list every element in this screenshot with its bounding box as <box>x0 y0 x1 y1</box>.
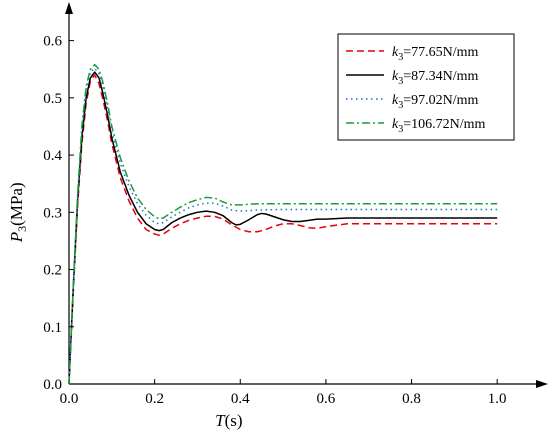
y-tick-label: 0.3 <box>43 205 62 221</box>
x-axis-label-unit: (s) <box>225 411 243 430</box>
legend-label-1: k3=77.65N/mm <box>392 45 479 63</box>
x-axis-label: T(s) <box>215 411 242 430</box>
series-line-1 <box>68 74 498 385</box>
x-axis-label-symbol: T <box>215 411 226 430</box>
legend-label-value: =77.65N/mm <box>403 45 478 60</box>
legend-label-symbol: k <box>392 117 399 132</box>
x-tick-label: 0.2 <box>145 391 164 407</box>
x-tick-label: 0.4 <box>231 391 250 407</box>
legend-label-symbol: k <box>392 69 399 84</box>
axes <box>65 2 548 388</box>
legend-label-2: k3=87.34N/mm <box>392 69 479 87</box>
legend-label-subscript: 3 <box>398 52 403 63</box>
x-tick-label: 0.8 <box>402 391 421 407</box>
y-axis-label-subscript: 3 <box>15 226 29 232</box>
series-line-4 <box>68 63 498 385</box>
y-axis-label-symbol: P <box>7 232 26 243</box>
y-axis-label: P3(MPa) <box>7 182 29 243</box>
y-tick-label: 0.6 <box>43 34 62 50</box>
legend-label-3: k3=97.02N/mm <box>392 93 479 111</box>
y-axis-arrow-icon <box>65 2 73 14</box>
legend-label-value: =97.02N/mm <box>403 93 478 108</box>
legend-label-4: k3=106.72N/mm <box>392 117 486 135</box>
axis-labels: T(s) P3(MPa) <box>7 182 243 430</box>
x-tick-label: 0.0 <box>60 391 79 407</box>
series-line-2 <box>68 71 498 385</box>
x-axis-arrow-icon <box>536 380 548 388</box>
legend: k3=77.65N/mmk3=87.34N/mmk3=97.02N/mmk3=1… <box>337 33 515 141</box>
legend-label-subscript: 3 <box>398 76 403 87</box>
plot-area <box>68 63 498 385</box>
legend-label-value: =87.34N/mm <box>403 69 478 84</box>
y-tick-label: 0.2 <box>43 263 62 279</box>
y-tick-label: 0.0 <box>43 377 62 393</box>
y-tick-label: 0.4 <box>43 148 62 164</box>
legend-label-value: =106.72N/mm <box>403 117 485 132</box>
y-tick-label: 0.1 <box>43 320 62 336</box>
legend-label-symbol: k <box>392 93 399 108</box>
series-line-3 <box>68 67 498 385</box>
legend-label-subscript: 3 <box>398 124 403 135</box>
y-tick-label: 0.5 <box>43 91 62 107</box>
legend-label-symbol: k <box>392 45 399 60</box>
legend-label-subscript: 3 <box>398 100 403 111</box>
x-tick-label: 1.0 <box>488 391 507 407</box>
y-axis-label-unit: (MPa) <box>7 182 26 225</box>
ticks: 0.0 0.2 0.4 0.6 0.8 1.0 0.0 0.1 0.2 0.3 0.4 0.5 0.6 <box>43 34 506 407</box>
x-tick-label: 0.6 <box>317 391 336 407</box>
